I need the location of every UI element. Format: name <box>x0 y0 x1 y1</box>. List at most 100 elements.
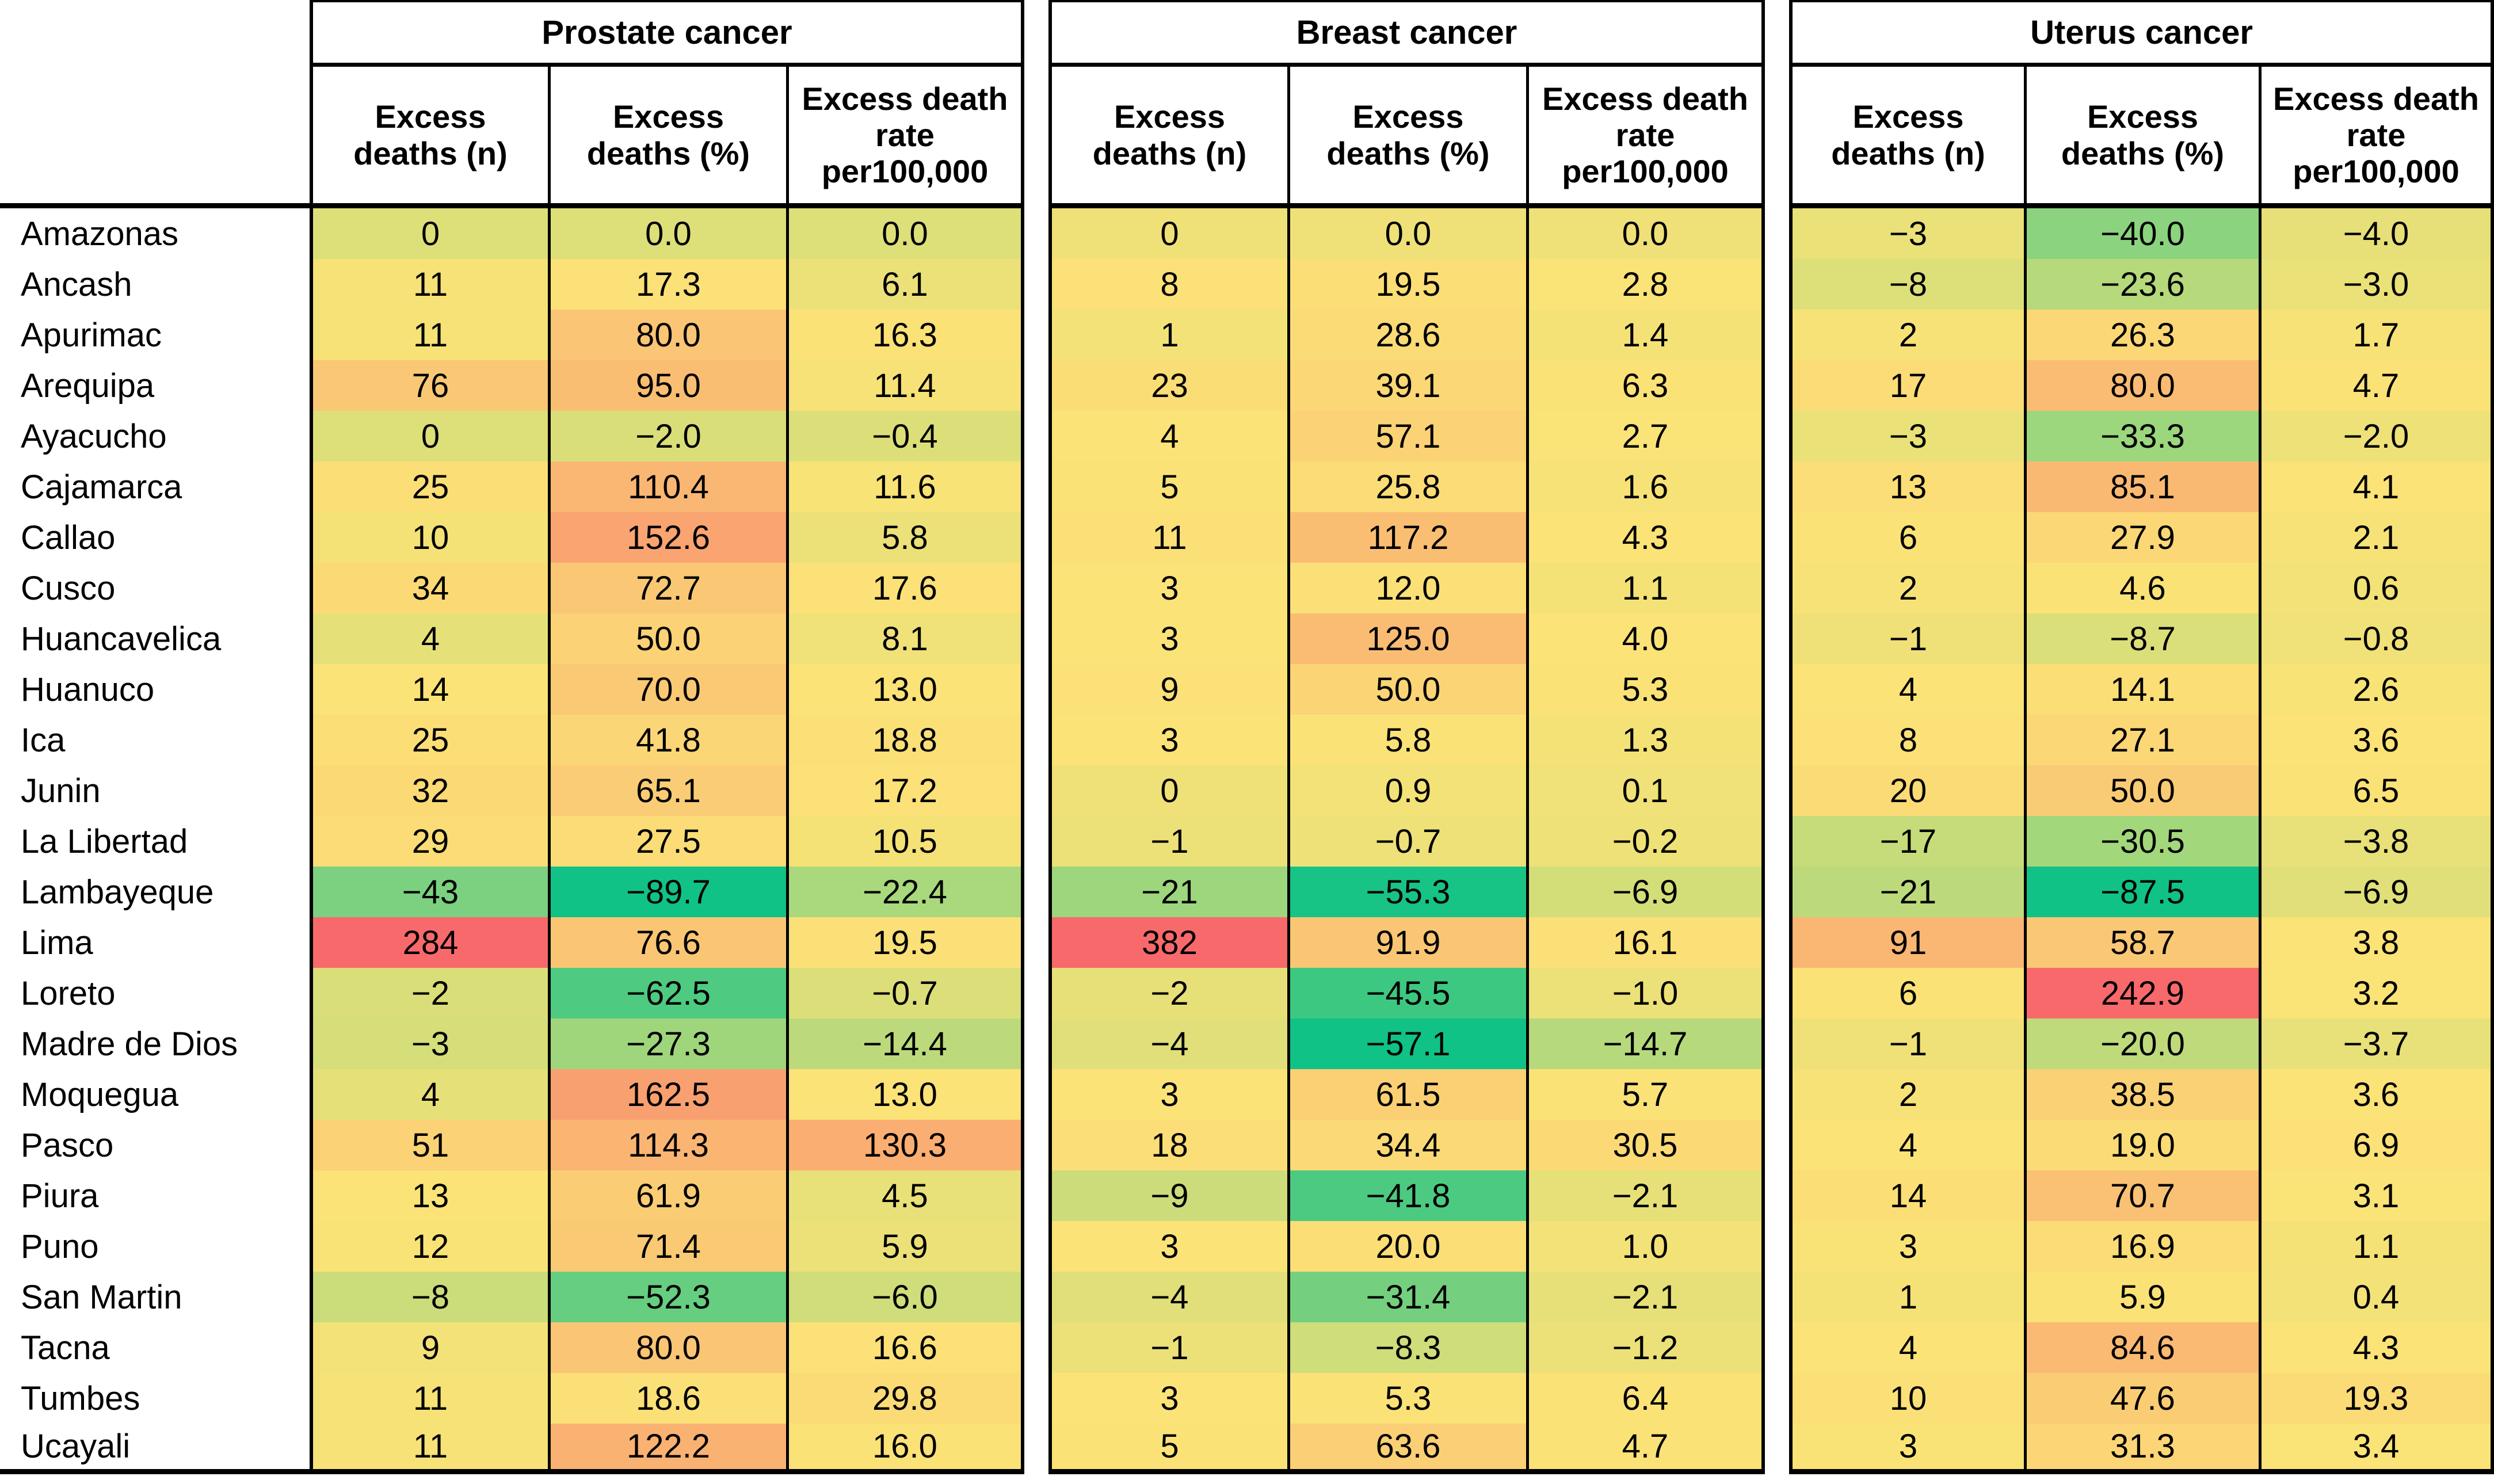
row-label: Loreto <box>0 968 310 1018</box>
heatmap-cell-uterus-n: −21 <box>1789 867 2024 917</box>
row-label: Tumbes <box>0 1373 310 1424</box>
block-gap <box>1765 0 1789 67</box>
column-header-uterus-pct: Excess deaths (%) <box>2024 67 2259 208</box>
heatmap-cell-breast-n: −2 <box>1048 968 1287 1018</box>
block-gap <box>1765 461 1789 512</box>
block-gap <box>1024 1221 1048 1272</box>
heatmap-cell-prostate-rate: 13.0 <box>786 1069 1024 1120</box>
row-label: Amazonas <box>0 208 310 259</box>
heatmap-cell-uterus-rate: 3.8 <box>2259 917 2494 968</box>
heatmap-cell-uterus-pct: 58.7 <box>2024 917 2259 968</box>
heatmap-cell-prostate-n: 13 <box>310 1170 548 1221</box>
heatmap-cell-prostate-n: 0 <box>310 208 548 259</box>
heatmap-cell-prostate-pct: 122.2 <box>548 1424 786 1474</box>
block-gap <box>1024 411 1048 461</box>
heatmap-cell-breast-pct: 0.0 <box>1287 208 1526 259</box>
heatmap-cell-uterus-pct: 5.9 <box>2024 1272 2259 1322</box>
heatmap-cell-prostate-rate: 29.8 <box>786 1373 1024 1424</box>
heatmap-cell-breast-pct: −57.1 <box>1287 1018 1526 1069</box>
block-gap <box>1765 1373 1789 1424</box>
heatmap-cell-prostate-n: −8 <box>310 1272 548 1322</box>
row-label: Puno <box>0 1221 310 1272</box>
heatmap-cell-breast-n: 5 <box>1048 1424 1287 1474</box>
heatmap-cell-breast-n: −21 <box>1048 867 1287 917</box>
heatmap-cell-prostate-pct: 71.4 <box>548 1221 786 1272</box>
heatmap-cell-uterus-rate: 3.4 <box>2259 1424 2494 1474</box>
block-gap <box>1024 208 1048 259</box>
heatmap-cell-prostate-pct: 65.1 <box>548 765 786 816</box>
block-gap <box>1024 1120 1048 1170</box>
heatmap-cell-prostate-n: 11 <box>310 310 548 360</box>
heatmap-cell-uterus-n: −17 <box>1789 816 2024 867</box>
heatmap-cell-breast-rate: −14.7 <box>1526 1018 1765 1069</box>
heatmap-cell-uterus-pct: 14.1 <box>2024 664 2259 715</box>
heatmap-cell-breast-rate: −1.2 <box>1526 1322 1765 1373</box>
heatmap-cell-prostate-n: 11 <box>310 259 548 310</box>
heatmap-cell-breast-n: 382 <box>1048 917 1287 968</box>
heatmap-cell-uterus-rate: 3.1 <box>2259 1170 2494 1221</box>
heatmap-cell-breast-pct: −31.4 <box>1287 1272 1526 1322</box>
heatmap-cell-prostate-pct: 27.5 <box>548 816 786 867</box>
heatmap-cell-uterus-pct: −33.3 <box>2024 411 2259 461</box>
heatmap-cell-uterus-n: 6 <box>1789 512 2024 563</box>
heatmap-cell-uterus-pct: −23.6 <box>2024 259 2259 310</box>
heatmap-cell-breast-pct: 5.8 <box>1287 715 1526 765</box>
heatmap-cell-prostate-pct: 41.8 <box>548 715 786 765</box>
heatmap-cell-prostate-pct: 80.0 <box>548 1322 786 1373</box>
heatmap-cell-uterus-n: 3 <box>1789 1424 2024 1474</box>
heatmap-cell-uterus-n: −8 <box>1789 259 2024 310</box>
heatmap-cell-prostate-rate: 4.5 <box>786 1170 1024 1221</box>
heatmap-cell-prostate-rate: 10.5 <box>786 816 1024 867</box>
block-gap <box>1024 1373 1048 1424</box>
heatmap-cell-breast-rate: 5.7 <box>1526 1069 1765 1120</box>
heatmap-cell-breast-n: 18 <box>1048 1120 1287 1170</box>
heatmap-cell-uterus-n: 14 <box>1789 1170 2024 1221</box>
heatmap-cell-prostate-n: −2 <box>310 968 548 1018</box>
heatmap-cell-uterus-pct: 84.6 <box>2024 1322 2259 1373</box>
heatmap-cell-breast-n: 11 <box>1048 512 1287 563</box>
heatmap-cell-breast-pct: −0.7 <box>1287 816 1526 867</box>
heatmap-cell-breast-n: −4 <box>1048 1018 1287 1069</box>
block-gap <box>1765 67 1789 208</box>
heatmap-cell-uterus-n: 4 <box>1789 1120 2024 1170</box>
block-gap <box>1024 360 1048 411</box>
heatmap-cell-breast-n: 3 <box>1048 563 1287 613</box>
column-header-uterus-rate: Excess death rate per100,000 <box>2259 67 2494 208</box>
row-label: Piura <box>0 1170 310 1221</box>
heatmap-cell-uterus-pct: 27.9 <box>2024 512 2259 563</box>
heatmap-cell-prostate-pct: 110.4 <box>548 461 786 512</box>
heatmap-cell-uterus-pct: 70.7 <box>2024 1170 2259 1221</box>
heatmap-cell-breast-n: 3 <box>1048 1221 1287 1272</box>
heatmap-cell-breast-rate: 0.0 <box>1526 208 1765 259</box>
heatmap-cell-prostate-pct: 17.3 <box>548 259 786 310</box>
heatmap-cell-uterus-rate: 6.9 <box>2259 1120 2494 1170</box>
heatmap-cell-breast-n: −1 <box>1048 1322 1287 1373</box>
heatmap-cell-breast-n: 9 <box>1048 664 1287 715</box>
heatmap-cell-prostate-n: −43 <box>310 867 548 917</box>
block-gap <box>1024 664 1048 715</box>
heatmap-cell-uterus-rate: −4.0 <box>2259 208 2494 259</box>
heatmap-cell-breast-rate: 1.6 <box>1526 461 1765 512</box>
block-gap <box>1765 411 1789 461</box>
heatmap-cell-prostate-pct: −52.3 <box>548 1272 786 1322</box>
heatmap-cell-prostate-pct: 50.0 <box>548 613 786 664</box>
block-gap <box>1024 1069 1048 1120</box>
heatmap-cell-prostate-pct: 61.9 <box>548 1170 786 1221</box>
column-header-breast-n: Excess deaths (n) <box>1048 67 1287 208</box>
heatmap-cell-breast-rate: 4.3 <box>1526 512 1765 563</box>
heatmap-cell-uterus-n: 20 <box>1789 765 2024 816</box>
heatmap-cell-uterus-n: −3 <box>1789 411 2024 461</box>
heatmap-cell-uterus-pct: 26.3 <box>2024 310 2259 360</box>
row-label: Ancash <box>0 259 310 310</box>
row-label: San Martin <box>0 1272 310 1322</box>
row-label: Cajamarca <box>0 461 310 512</box>
column-header-uterus-n: Excess deaths (n) <box>1789 67 2024 208</box>
heatmap-cell-prostate-rate: 5.8 <box>786 512 1024 563</box>
heatmap-cell-breast-pct: −41.8 <box>1287 1170 1526 1221</box>
heatmap-cell-breast-rate: 16.1 <box>1526 917 1765 968</box>
heatmap-cell-uterus-pct: −40.0 <box>2024 208 2259 259</box>
row-label: Ayacucho <box>0 411 310 461</box>
subheader-corner <box>0 67 310 208</box>
row-label: La Libertad <box>0 816 310 867</box>
